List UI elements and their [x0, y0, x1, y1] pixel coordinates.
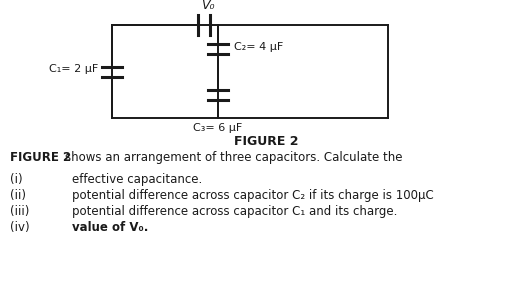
Text: FIGURE 2: FIGURE 2 — [234, 135, 298, 148]
Text: FIGURE 2: FIGURE 2 — [10, 151, 75, 164]
Text: (ii): (ii) — [10, 189, 26, 202]
Text: C₁= 2 μF: C₁= 2 μF — [49, 64, 98, 74]
Text: potential difference across capacitor C₂ if its charge is 100μC: potential difference across capacitor C₂… — [72, 189, 434, 202]
Text: potential difference across capacitor C₁ and its charge.: potential difference across capacitor C₁… — [72, 205, 397, 218]
Text: V₀: V₀ — [201, 0, 215, 12]
Text: shows an arrangement of three capacitors. Calculate the: shows an arrangement of three capacitors… — [65, 151, 403, 164]
Text: value of V₀.: value of V₀. — [72, 221, 148, 234]
Text: effective capacitance.: effective capacitance. — [72, 173, 202, 186]
Text: (iii): (iii) — [10, 205, 29, 218]
Text: C₃= 6 μF: C₃= 6 μF — [193, 123, 243, 133]
Text: (iv): (iv) — [10, 221, 30, 234]
Text: (i): (i) — [10, 173, 23, 186]
Text: C₂= 4 μF: C₂= 4 μF — [234, 42, 283, 52]
